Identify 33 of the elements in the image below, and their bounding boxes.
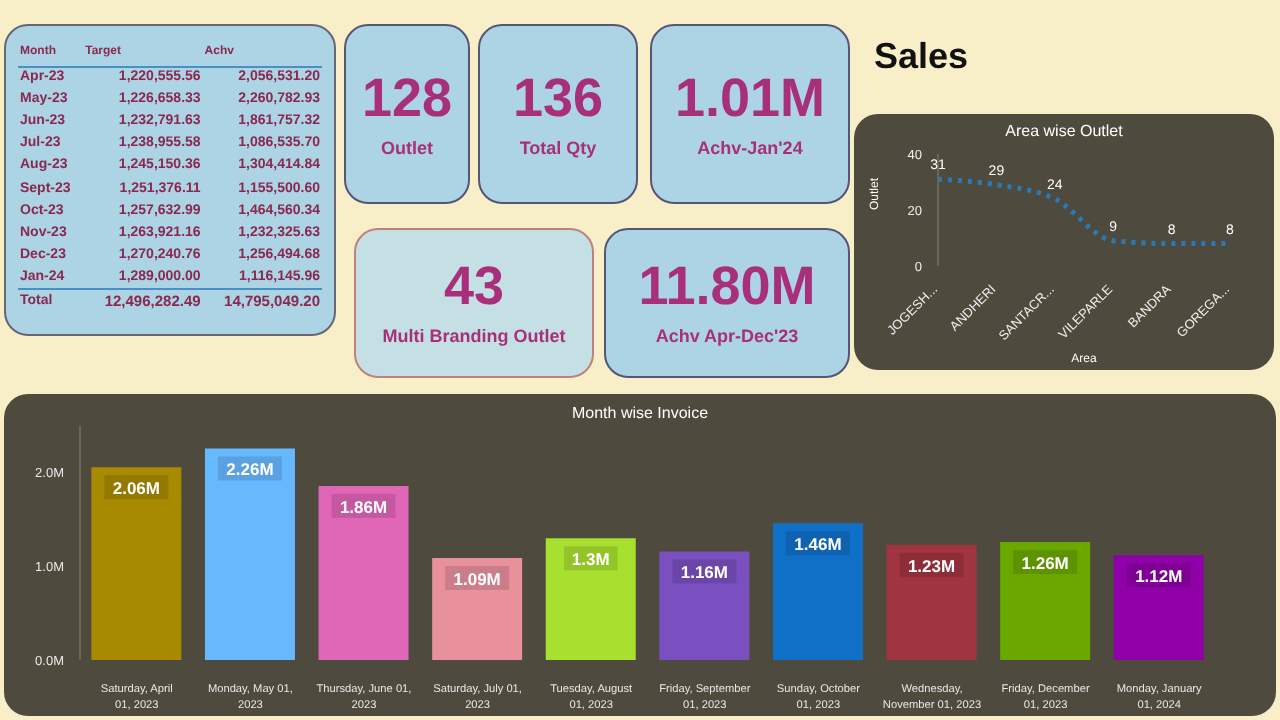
- data-label: 1.26M: [1021, 553, 1069, 574]
- bar: [91, 467, 182, 660]
- data-label: 1.23M: [907, 555, 956, 576]
- bar: [1000, 542, 1091, 660]
- data-label: 1.46M: [794, 534, 842, 555]
- bar: [1113, 555, 1204, 660]
- text: 11.80M: [638, 256, 816, 316]
- data-label: 1.86M: [339, 496, 388, 517]
- data-label: 2.26M: [226, 459, 274, 480]
- data-label: 1.12M: [1135, 566, 1183, 587]
- bar: [772, 523, 863, 660]
- bar: [886, 544, 977, 660]
- text: Achv Apr-Dec'23: [655, 326, 799, 346]
- data-label: 1.09M: [453, 568, 501, 589]
- text: Sales: [874, 36, 969, 78]
- bar: [545, 538, 636, 660]
- chart-title: Month wise Invoice: [569, 404, 711, 422]
- text: 1.01M: [674, 67, 826, 127]
- data-label: 2.06M: [112, 478, 160, 499]
- text: Outlet: [381, 137, 433, 157]
- bar: [204, 448, 295, 660]
- bar: [659, 551, 750, 660]
- data-label: 1.16M: [680, 562, 728, 583]
- data-label: 1.3M: [571, 549, 610, 570]
- text: Total Qty: [519, 137, 597, 157]
- text: 43: [443, 256, 505, 316]
- bar: [318, 485, 409, 660]
- text: 136: [512, 67, 604, 127]
- bar: [432, 557, 523, 660]
- text: Multi Branding Outlet: [382, 326, 566, 346]
- chart-title: Area wise Outlet: [1003, 122, 1125, 140]
- text: 128: [361, 67, 453, 127]
- text: Achv-Jan'24: [697, 137, 803, 157]
